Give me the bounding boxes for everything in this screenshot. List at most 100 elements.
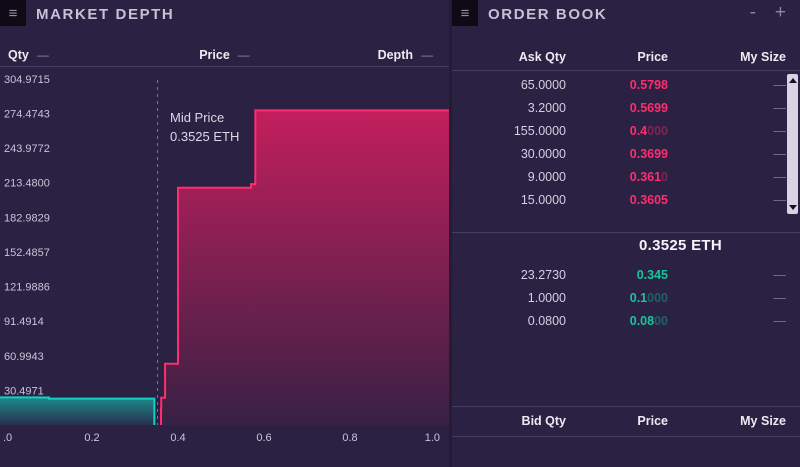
depth-label: Depth bbox=[377, 48, 413, 62]
order-price: 0.5699 bbox=[629, 101, 668, 115]
x-axis-tick: 1.0 bbox=[425, 432, 440, 444]
order-book-row[interactable]: 65.0000 0.5798 — bbox=[452, 74, 800, 97]
my-size-value: — bbox=[773, 147, 787, 161]
my-size-value: — bbox=[773, 314, 787, 328]
depth-column-toggle[interactable]: Depth — bbox=[378, 44, 433, 66]
price-trailing-zeros: 000 bbox=[647, 291, 668, 305]
y-axis-tick: 60.9943 bbox=[4, 351, 44, 363]
order-price: 0.3605 bbox=[629, 193, 668, 207]
header-divider bbox=[0, 66, 449, 67]
market-depth-chart[interactable]: 304.9715 274.4743 243.9772 213.4800 182.9829… bbox=[0, 70, 449, 467]
y-axis-tick: 182.9829 bbox=[4, 212, 50, 224]
my-size-value: — bbox=[773, 291, 787, 305]
order-book-title: ORDER BOOK bbox=[488, 6, 608, 23]
bid-table-header: Bid Qty Price My Size bbox=[452, 410, 800, 432]
y-axis: 304.9715 274.4743 243.9772 213.4800 182.9829… bbox=[4, 74, 50, 398]
order-price: 0.4000 bbox=[629, 124, 668, 138]
ask-depth-line bbox=[160, 109, 449, 425]
y-axis-tick: 243.9772 bbox=[4, 143, 50, 155]
bid-price-header: Price bbox=[637, 414, 668, 428]
order-book-row[interactable]: 15.0000 0.3605 — bbox=[452, 189, 800, 212]
order-price: 0.3610 bbox=[629, 170, 668, 184]
order-price: 0.0800 bbox=[629, 314, 668, 328]
ask-rows: 65.0000 0.5798 — 3.2000 0.5699 — 155.0000 0.400… bbox=[452, 74, 800, 212]
scroll-up-icon[interactable] bbox=[788, 78, 797, 83]
order-qty: 1.0000 bbox=[527, 291, 566, 305]
y-axis-tick: 30.4971 bbox=[4, 385, 44, 397]
mid-price-value: 0.3525 ETH bbox=[638, 237, 722, 254]
my-size-value: — bbox=[773, 101, 787, 115]
order-book-row[interactable]: 23.2730 0.345 — bbox=[452, 264, 800, 287]
order-qty: 30.0000 bbox=[520, 147, 566, 161]
ask-depth-area bbox=[161, 110, 449, 426]
order-qty: 15.0000 bbox=[520, 193, 566, 207]
order-qty: 0.0800 bbox=[527, 314, 566, 328]
order-book-row[interactable]: 1.0000 0.1000 — bbox=[452, 287, 800, 310]
x-axis-tick: 0.8 bbox=[342, 432, 357, 444]
my-size-value: — bbox=[773, 268, 787, 282]
order-price: 0.1000 bbox=[629, 291, 668, 305]
ask-price-header: Price bbox=[637, 50, 668, 64]
drag-handle-icon[interactable]: ≡ bbox=[452, 0, 478, 26]
divider bbox=[452, 436, 800, 437]
y-axis-tick: 91.4914 bbox=[4, 316, 44, 328]
y-axis-tick: 213.4800 bbox=[4, 178, 50, 190]
price-trailing-zeros: 00 bbox=[654, 314, 668, 328]
bid-depth-line bbox=[0, 396, 156, 425]
order-book-row[interactable]: 0.0800 0.0800 — bbox=[452, 310, 800, 333]
chart-column-header: Qty — Price — Depth — bbox=[0, 44, 449, 66]
x-axis: .0 0.2 0.4 0.6 0.8 1.0 bbox=[3, 432, 440, 444]
price-trailing-zeros: 0 bbox=[661, 170, 668, 184]
x-axis-tick: 0.6 bbox=[256, 432, 271, 444]
divider bbox=[452, 406, 800, 407]
order-qty: 155.0000 bbox=[513, 124, 566, 138]
x-axis-tick: 0.2 bbox=[84, 432, 99, 444]
my-size-value: — bbox=[773, 170, 787, 184]
qty-label: Qty bbox=[8, 48, 29, 62]
y-axis-tick: 274.4743 bbox=[4, 108, 50, 120]
ask-mysize-header: My Size bbox=[740, 50, 786, 64]
y-axis-tick: 152.4857 bbox=[4, 247, 50, 259]
collapse-icon: — bbox=[36, 48, 49, 62]
divider bbox=[452, 70, 800, 71]
price-trailing-zeros: 000 bbox=[647, 124, 668, 138]
market-depth-title: MARKET DEPTH bbox=[36, 6, 175, 23]
minimize-button[interactable]: - bbox=[749, 2, 756, 23]
order-book-row[interactable]: 30.0000 0.3699 — bbox=[452, 143, 800, 166]
order-book-row[interactable]: 9.0000 0.3610 — bbox=[452, 166, 800, 189]
order-price: 0.345 bbox=[636, 268, 668, 282]
y-axis-tick: 121.9886 bbox=[4, 282, 50, 294]
market-depth-panel: ≡ MARKET DEPTH Qty — Price — Depth — 304.97… bbox=[0, 0, 449, 467]
qty-column-toggle[interactable]: Qty — bbox=[8, 44, 49, 66]
order-qty: 3.2000 bbox=[527, 101, 566, 115]
my-size-value: — bbox=[773, 193, 787, 207]
scroll-down-icon[interactable] bbox=[788, 205, 797, 210]
bid-qty-header: Bid Qty bbox=[521, 414, 566, 428]
x-axis-tick: 0.4 bbox=[170, 432, 185, 444]
price-column-toggle[interactable]: Price — bbox=[0, 44, 449, 66]
mid-price-annotation: Mid Price 0.3525 ETH bbox=[170, 108, 239, 146]
ask-scrollbar[interactable] bbox=[787, 74, 798, 214]
order-price: 0.3699 bbox=[629, 147, 668, 161]
mid-price-annotation-value: 0.3525 ETH bbox=[170, 129, 240, 144]
hamburger-icon: ≡ bbox=[460, 4, 470, 22]
collapse-icon: — bbox=[421, 48, 433, 62]
order-book-row[interactable]: 155.0000 0.4000 — bbox=[452, 120, 800, 143]
divider bbox=[452, 232, 800, 233]
bid-mysize-header: My Size bbox=[740, 414, 786, 428]
order-qty: 23.2730 bbox=[520, 268, 566, 282]
price-label: Price bbox=[199, 48, 230, 62]
collapse-icon: — bbox=[237, 48, 250, 62]
bid-rows: 23.2730 0.345 — 1.0000 0.1000 — 0.0800 0.0800 — bbox=[452, 264, 800, 333]
order-book-panel: ≡ ORDER BOOK - + Ask Qty Price My Size 6… bbox=[452, 0, 800, 467]
order-qty: 9.0000 bbox=[527, 170, 566, 184]
order-book-row[interactable]: 3.2000 0.5699 — bbox=[452, 97, 800, 120]
bid-depth-area bbox=[0, 397, 155, 425]
maximize-button[interactable]: + bbox=[774, 2, 786, 23]
x-axis-tick: .0 bbox=[3, 432, 12, 444]
y-axis-tick: 304.9715 bbox=[4, 74, 50, 86]
drag-handle-icon[interactable]: ≡ bbox=[0, 0, 26, 26]
order-price: 0.5798 bbox=[629, 78, 668, 92]
mid-price-annotation-label: Mid Price bbox=[170, 110, 225, 125]
my-size-value: — bbox=[773, 124, 787, 138]
